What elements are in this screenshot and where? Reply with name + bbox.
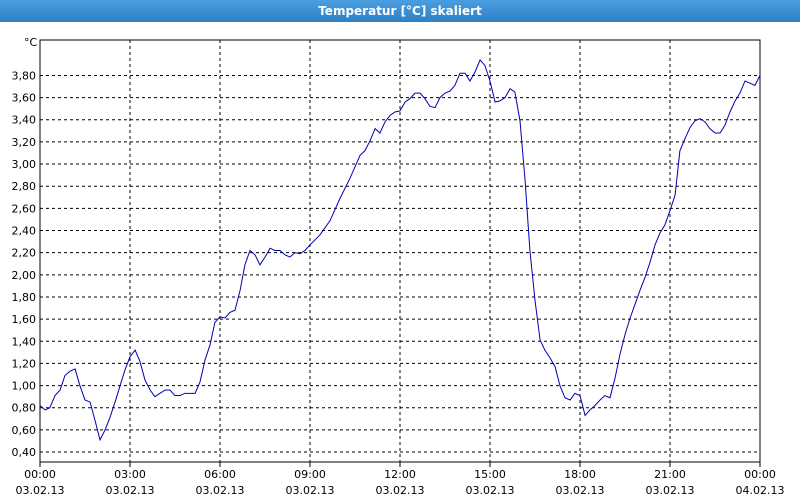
x-tick-date: 04.02.13 xyxy=(736,484,785,497)
x-tick-date: 03.02.13 xyxy=(466,484,515,497)
x-tick-date: 03.02.13 xyxy=(556,484,605,497)
y-tick-label: 1,80 xyxy=(12,291,37,304)
x-tick-label: 03:00 xyxy=(114,468,146,481)
x-tick-date: 03.02.13 xyxy=(16,484,65,497)
x-tick-label: 12:00 xyxy=(384,468,416,481)
x-tick-label: 21:00 xyxy=(654,468,686,481)
y-tick-label: 3,20 xyxy=(12,136,37,149)
y-tick-label: 2,20 xyxy=(12,247,37,260)
y-tick-label: 3,00 xyxy=(12,158,37,171)
y-tick-label: 3,60 xyxy=(12,92,37,105)
x-tick-date: 03.02.13 xyxy=(646,484,695,497)
line xyxy=(39,59,761,442)
chart-title: Temperatur [°C] skaliert xyxy=(0,0,800,22)
y-tick-label: 1,60 xyxy=(12,313,37,326)
x-tick-date: 03.02.13 xyxy=(196,484,245,497)
x-tick-label: 09:00 xyxy=(294,468,326,481)
x-tick-date: 03.02.13 xyxy=(106,484,155,497)
y-tick-label: 0,60 xyxy=(12,424,37,437)
y-tick-label: 1,20 xyxy=(12,357,37,370)
y-tick-label: 2,00 xyxy=(12,269,37,282)
x-tick-label: 00:00 xyxy=(24,468,56,481)
y-tick-label: 0,80 xyxy=(12,402,37,415)
y-tick-label: 3,80 xyxy=(12,69,37,82)
plot-frame xyxy=(39,39,761,463)
y-tick-label: 2,80 xyxy=(12,180,37,193)
y-axis-label: °C xyxy=(24,36,38,49)
chart: °C 0,40 0,60 0,80 1,00 1,20 1,40 1,60 1,80 2,00 2… xyxy=(12,36,785,497)
x-tick-label: 15:00 xyxy=(474,468,506,481)
y-tick-label: 0,40 xyxy=(12,446,37,459)
x-tick-label: 18:00 xyxy=(564,468,596,481)
x-tick-label: 06:00 xyxy=(204,468,236,481)
x-tick-date: 03.02.13 xyxy=(376,484,425,497)
y-tick-label: 3,40 xyxy=(12,114,37,127)
x-tick-label: 00:00 xyxy=(744,468,776,481)
y-tick-label: 1,00 xyxy=(12,380,37,393)
y-tick-label: 2,60 xyxy=(12,202,37,215)
x-tick-date: 03.02.13 xyxy=(286,484,335,497)
y-tick-label: 2,40 xyxy=(12,225,37,238)
y-tick-label: 1,40 xyxy=(12,335,37,348)
